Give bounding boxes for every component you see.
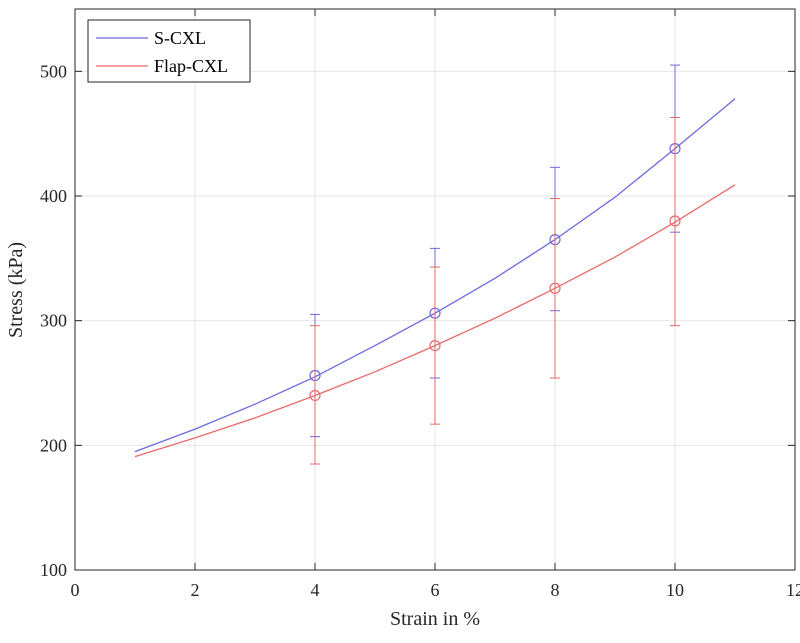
x-tick-label: 8 [551,580,560,600]
data-point-flap-cxl [669,215,681,227]
y-axis-label: Stress (kPa) [5,242,27,338]
y-tick-label: 200 [40,435,67,455]
x-tick-label: 6 [431,580,440,600]
y-tick-label: 400 [40,186,67,206]
y-tick-label: 500 [40,61,67,81]
axis-ticks: 0 2 4 6 8 10 12 100 200 300 400 500 [40,9,800,600]
y-tick-label: 100 [40,560,67,580]
data-point-flap-cxl [309,389,321,402]
x-tick-label: 4 [311,580,320,600]
legend-label-s-cxl: S-CXL [154,28,206,48]
y-tick-label: 300 [40,311,67,331]
data-point-flap-cxl [549,282,561,294]
x-tick-label: 10 [666,580,684,600]
series-flap-cxl [134,116,736,465]
x-tick-label: 2 [191,580,200,600]
legend: S-CXL Flap-CXL [87,19,251,83]
data-point-flap-cxl [429,340,441,352]
x-axis-label: Strain in % [390,608,480,630]
x-tick-label: 0 [71,580,80,600]
series-layer [134,64,736,465]
legend-label-flap-cxl: Flap-CXL [154,56,228,76]
x-tick-label: 12 [786,580,800,600]
legend-box [87,19,251,83]
